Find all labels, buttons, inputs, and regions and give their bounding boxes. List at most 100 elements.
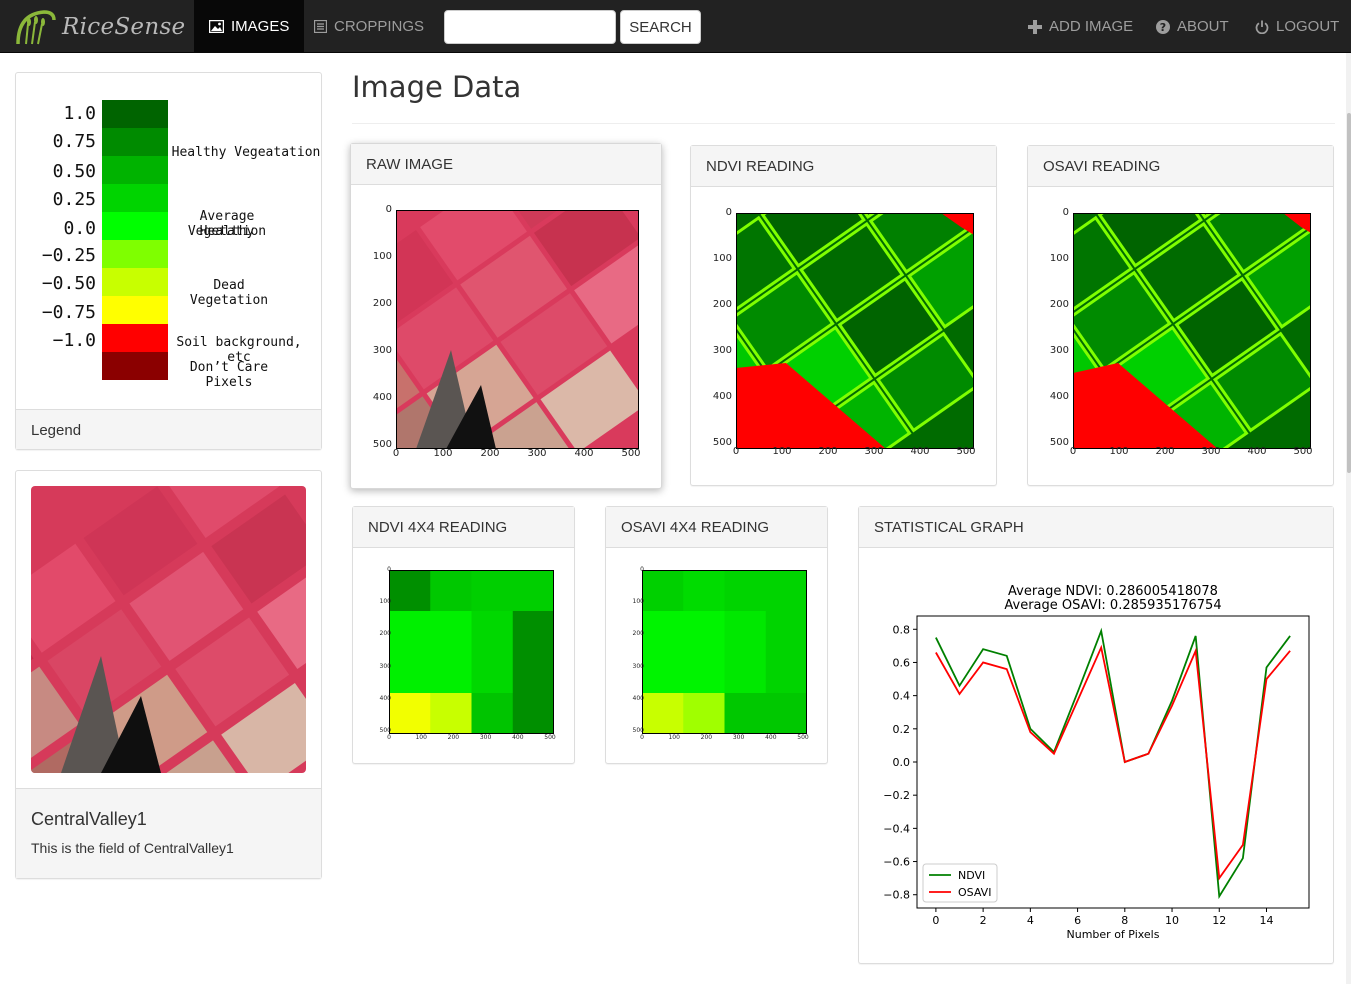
y-tick-label: 100 <box>1049 253 1069 264</box>
chart-title: Average NDVI: 0.286005418078 <box>1008 584 1218 599</box>
y-tick-label: 0.8 <box>893 623 911 636</box>
page-scrollbar[interactable] <box>1346 53 1351 984</box>
question-circle-icon: ? <box>1156 19 1170 34</box>
legend-color-swatch <box>102 156 168 184</box>
grid-frame <box>642 570 807 734</box>
grid-cell <box>389 570 431 612</box>
y-tick-label: 200 <box>632 630 644 638</box>
y-tick-label: −0.8 <box>883 889 910 902</box>
x-tick-label: 400 <box>574 448 594 459</box>
grid-cell <box>389 652 431 694</box>
legend-color-swatch <box>102 240 168 268</box>
grid-cell <box>512 570 554 612</box>
brand[interactable]: RiceSense <box>14 6 185 48</box>
osavi4x4-plot[interactable]: 0 100 200 300 400 500 0 100 200 300 400 500 <box>606 548 827 763</box>
grid-cell <box>512 611 554 653</box>
x-tick-label: 0 <box>732 446 740 457</box>
field-card: CentralValley1 This is the field of Cent… <box>15 470 322 879</box>
nav-logout[interactable]: LOGOUT <box>1240 0 1351 53</box>
osavi4x4-heading: OSAVI 4X4 READING <box>606 507 827 548</box>
x-axis-label: Number of Pixels <box>1067 928 1160 941</box>
series-line-ndvi <box>935 627 1291 900</box>
x-tick-label: 100 <box>433 448 453 459</box>
legend-color-swatch <box>102 128 168 156</box>
x-tick-label: 8 <box>1121 914 1128 927</box>
y-tick-label: 400 <box>632 694 644 702</box>
legend-scale-value: 1.0 <box>63 103 96 124</box>
legend-label-osavi: OSAVI <box>958 886 991 899</box>
osavi4x4-image <box>642 570 807 734</box>
legend-graphic: 1.0 0.75 0.50 0.25 0.0 −0.25 −0.50 −0.75 −1.0 He… <box>16 73 321 409</box>
y-tick-label: 0.4 <box>893 690 911 703</box>
x-tick-label: 2 <box>980 914 987 927</box>
grid-cell <box>765 693 807 734</box>
legend-color-swatch <box>102 212 168 240</box>
x-tick-label: 200 <box>1155 446 1175 457</box>
grid-cell <box>471 611 514 653</box>
grid-cell <box>724 611 767 653</box>
y-tick-label: 0 <box>387 566 391 573</box>
y-tick-label: 200 <box>712 299 732 310</box>
page-scrollbar-thumb[interactable] <box>1347 113 1351 473</box>
grid-cell <box>724 570 767 612</box>
nav-add-image[interactable]: ADD IMAGE <box>1013 0 1148 53</box>
stat-graph-panel: STATISTICAL GRAPH Average NDVI: 0.286005… <box>858 506 1334 964</box>
raw-image-plot[interactable]: 0 100 200 300 400 500 0 100 200 300 400 500 <box>351 185 661 488</box>
grid-frame <box>389 570 554 734</box>
x-tick-label: 500 <box>621 448 641 459</box>
legend-color-swatch <box>102 184 168 212</box>
search-button[interactable]: SEARCH <box>620 10 701 44</box>
ndvi-heading: NDVI READING <box>691 146 996 187</box>
y-tick-label: 0 <box>385 204 392 215</box>
power-icon <box>1255 20 1269 34</box>
grid-cell <box>642 611 684 653</box>
x-tick-label: 0 <box>387 734 391 741</box>
osavi-plot[interactable]: 0 100 200 300 400 500 0 100 200 300 400 500 <box>1028 187 1333 485</box>
x-tick-label: 200 <box>480 448 500 459</box>
nav-images[interactable]: IMAGES <box>194 0 305 53</box>
nav-croppings[interactable]: CROPPINGS <box>299 0 439 53</box>
x-tick-label: 500 <box>544 734 556 741</box>
x-tick-label: 100 <box>1109 446 1129 457</box>
y-tick-label: 0.2 <box>893 723 911 736</box>
grid-cell <box>683 693 725 734</box>
grid-cell <box>765 611 807 653</box>
grid-cell <box>389 693 431 734</box>
osavi4x4-panel: OSAVI 4X4 READING 0 100 200 300 400 500 0 100 20… <box>605 506 828 764</box>
x-tick-label: 0 <box>392 448 400 459</box>
legend-scale-value: 0.75 <box>52 131 96 152</box>
osavi-panel: OSAVI READING <box>1027 145 1334 486</box>
legend-scale-value: 0.25 <box>52 189 96 210</box>
y-tick-label: 0 <box>725 207 732 218</box>
search-input[interactable] <box>444 10 616 44</box>
y-tick-label: 500 <box>632 727 644 734</box>
y-tick-label: 0 <box>640 566 644 573</box>
series-line-osavi <box>935 644 1291 881</box>
raw-image-heading: RAW IMAGE <box>351 144 661 185</box>
raw-image-panel: RAW IMAGE <box>350 143 662 489</box>
x-tick-label: 0 <box>932 914 939 927</box>
y-tick-label: 400 <box>379 694 391 702</box>
y-tick-label: 400 <box>712 391 732 402</box>
x-tick-label: 200 <box>818 446 838 457</box>
grid-cell <box>430 693 472 734</box>
ndvi-plot[interactable]: 0 100 200 300 400 500 0 100 200 300 400 500 <box>691 187 996 485</box>
x-tick-label: 200 <box>700 734 713 741</box>
y-tick-label: 500 <box>372 439 392 450</box>
legend-desc-dead: Dead Vegetation <box>189 278 269 308</box>
x-tick-label: 0 <box>1069 446 1077 457</box>
nav-croppings-label: CROPPINGS <box>334 18 425 35</box>
y-tick-label: 300 <box>712 345 732 356</box>
nav-about[interactable]: ? ABOUT <box>1141 0 1244 53</box>
legend-scale-value: −0.25 <box>41 245 96 266</box>
grid-cell <box>389 611 431 653</box>
field-name: CentralValley1 <box>31 809 147 829</box>
legend-desc-dontcare: Don’t Care Pixels <box>189 360 269 390</box>
field-thumbnail[interactable] <box>31 486 306 773</box>
chart-subtitle: Average OSAVI: 0.285935176754 <box>1004 598 1221 613</box>
y-tick-label: 300 <box>379 662 391 670</box>
ndvi4x4-heading: NDVI 4X4 READING <box>353 507 574 548</box>
legend-footer: Legend <box>16 409 321 449</box>
ndvi4x4-plot[interactable]: 0 100 200 300 400 500 0 100 200 300 400 500 <box>353 548 574 763</box>
